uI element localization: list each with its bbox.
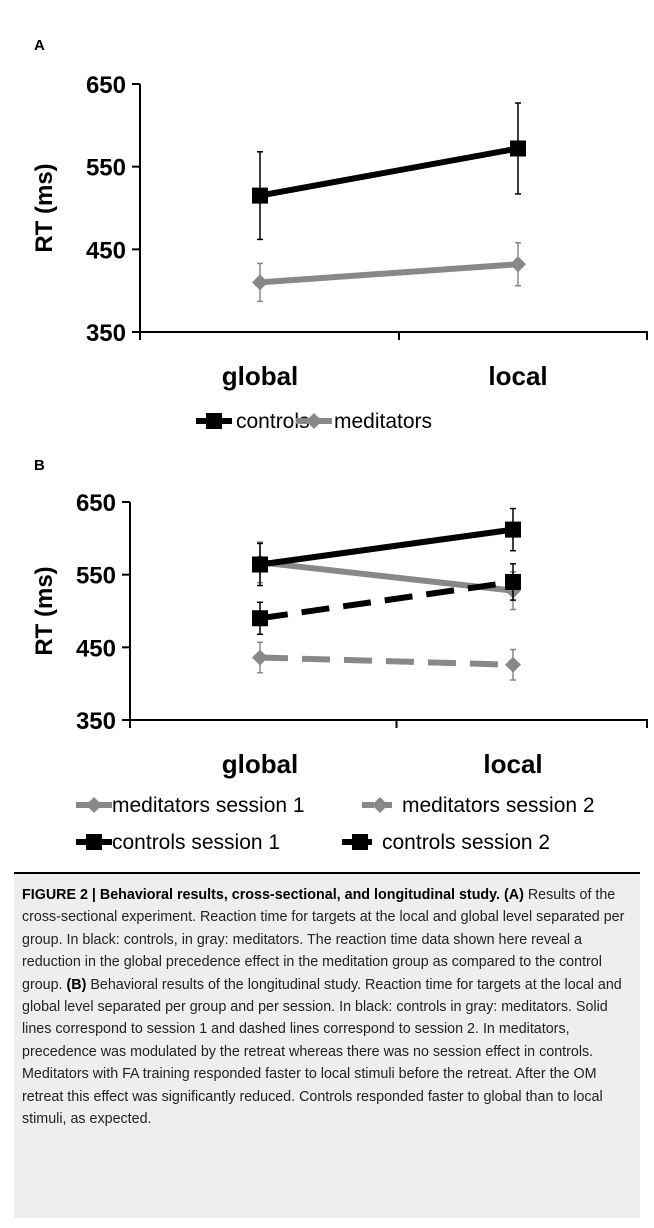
data-point-a-1-1 [510,256,526,273]
legend-marker-a-1 [306,413,322,429]
x-category-label-a-0: global [222,361,299,391]
y-tick-label-b-2: 450 [76,635,116,662]
y-axis-label-b: RT (ms) [31,566,58,655]
panel-letter-a: A [34,37,45,54]
data-point-b-3-1 [505,573,521,590]
series-line-a-1 [259,261,519,286]
caption-label-a: (A) [504,887,524,903]
series-line-b-1 [259,654,514,668]
y-tick-label-b-1: 550 [76,563,116,590]
data-point-a-0-0 [252,187,268,204]
caption-text-b: Behavioral results of the longitudinal s… [22,976,622,1128]
data-point-b-1-0 [252,649,268,666]
legend-label-a-1: meditators [334,410,432,433]
data-point-b-2-0 [252,556,268,573]
y-tick-label-a-1: 550 [86,155,126,182]
legend-marker-b-0 [86,797,102,813]
y-tick-label-b-0: 650 [76,490,116,517]
y-tick-label-a-2: 450 [86,237,126,264]
legend-label-a-0: controls [236,410,310,433]
data-point-a-0-1 [510,140,526,157]
legend-label-b-0: meditators session 1 [112,794,305,817]
figure-svg: A 650 550 450 350 RT (ms) global local controls m… [31,37,648,854]
caption-paragraph: FIGURE 2 | Behavioral results, cross-sec… [22,884,632,1130]
data-point-a-1-0 [252,274,268,291]
caption-title: FIGURE 2 | Behavioral results, cross-sec… [22,887,501,903]
x-category-label-a-1: local [488,361,547,391]
legend-marker-b-3 [352,834,368,850]
series-line-b-3 [259,578,514,622]
x-category-label-b-1: local [483,749,542,779]
series-line-b-2 [259,526,514,568]
y-tick-label-a-3: 350 [86,320,126,347]
data-point-b-3-0 [252,610,268,627]
data-point-b-2-1 [505,521,521,538]
legend-label-b-1: meditators session 2 [402,794,595,817]
data-point-b-1-1 [505,656,521,673]
legend-label-b-2: controls session 1 [112,831,280,854]
legend-label-b-3: controls session 2 [382,831,550,854]
x-category-label-b-0: global [222,749,299,779]
y-tick-label-a-0: 650 [86,72,126,99]
legend-marker-b-1 [372,797,388,813]
caption-label-b: (B) [66,976,87,993]
y-tick-label-b-3: 350 [76,708,116,735]
series-line-a-0 [259,145,519,199]
legend-marker-a-0 [206,413,222,429]
caption-text-a: Results of the cross-sectional experimen… [22,887,625,993]
legend-marker-b-2 [86,834,102,850]
panel-letter-b: B [34,457,45,474]
y-axis-label-a: RT (ms) [31,163,58,252]
figure-caption: FIGURE 2 | Behavioral results, cross-sec… [14,872,640,1218]
